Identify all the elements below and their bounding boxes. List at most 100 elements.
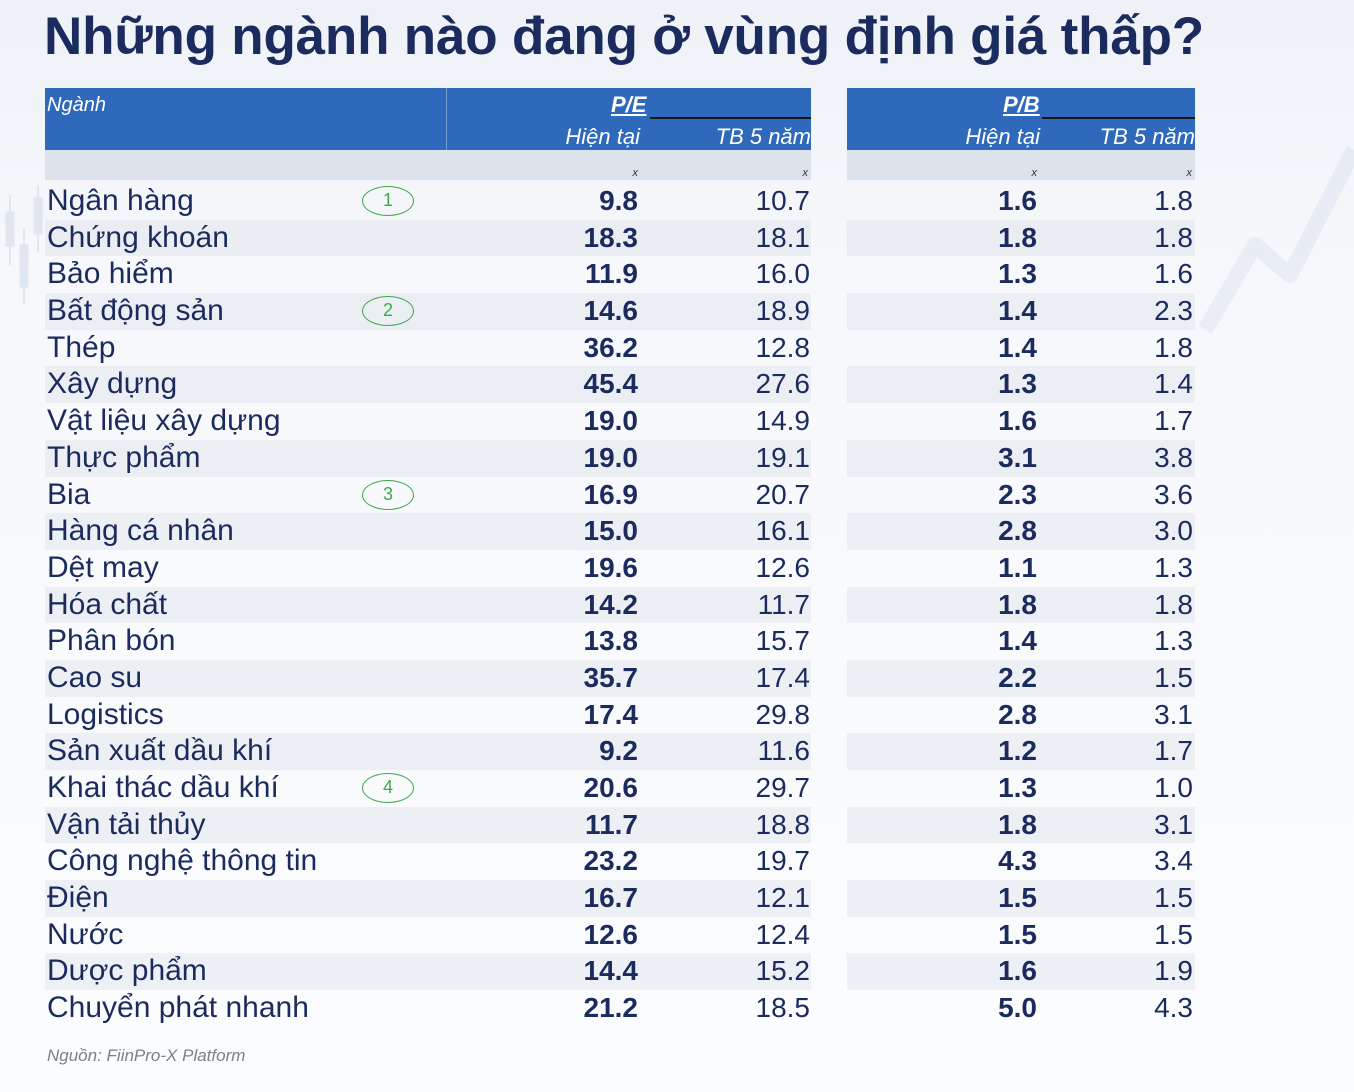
pe-table-row: Khai thác dầu khí 4 20.6 29.7 bbox=[45, 770, 811, 807]
pe-current-value: 35.7 bbox=[583, 661, 639, 693]
pb-current-value: 1.5 bbox=[998, 882, 1037, 914]
pe-current-value: 45.4 bbox=[583, 368, 639, 400]
pe-avg-5y-value: 15.7 bbox=[755, 625, 811, 657]
pb-avg-5y-value: 1.5 bbox=[1154, 661, 1193, 693]
marker-circle: 3 bbox=[362, 479, 414, 510]
industry-name: Phân bón bbox=[47, 624, 176, 658]
pb-current-value: 1.4 bbox=[998, 331, 1037, 363]
pb-unit-row: x x bbox=[847, 150, 1195, 180]
pb-current-value: 1.2 bbox=[998, 735, 1037, 767]
pb-table-row: 1.4 2.3 bbox=[847, 293, 1195, 330]
pb-table-row: 2.2 1.5 bbox=[847, 659, 1195, 697]
pb-avg-5y-value: 2.3 bbox=[1154, 295, 1193, 327]
pe-table-row: Cao su 35.7 17.4 bbox=[45, 659, 811, 697]
pe-current-value: 11.9 bbox=[585, 258, 638, 290]
industry-name: Thép bbox=[47, 330, 116, 364]
pb-current-value: 5.0 bbox=[998, 992, 1037, 1024]
pb-table-row: 2.8 3.0 bbox=[847, 513, 1195, 550]
pb-table-row: 1.6 1.9 bbox=[847, 953, 1195, 991]
header-divider bbox=[446, 88, 447, 150]
pb-table-row: 2.3 3.6 bbox=[847, 477, 1195, 514]
pe-table-row: Thép 36.2 12.8 bbox=[45, 330, 811, 367]
pb-current-value: 1.4 bbox=[998, 295, 1037, 327]
pb-table-body: 1.6 1.8 1.8 1.8 1.3 1.6 1.4 2.3 1.4 1.8 1.3 1.4 1.6 1… bbox=[847, 183, 1195, 1027]
pe-table-row: Hàng cá nhân 15.0 16.1 bbox=[45, 513, 811, 550]
pe-avg-5y-value: 19.7 bbox=[755, 845, 811, 877]
pb-avg-5y-value: 1.8 bbox=[1154, 588, 1193, 620]
pb-group-header: P/B bbox=[1003, 92, 1040, 117]
pb-table-row: 1.3 1.6 bbox=[847, 256, 1195, 293]
pb-avg-5y-value: 1.3 bbox=[1154, 625, 1193, 657]
pb-table-row: 1.1 1.3 bbox=[847, 550, 1195, 587]
pb-current-value: 1.8 bbox=[998, 588, 1037, 620]
source-note: Nguồn: FiinPro-X Platform bbox=[47, 1046, 246, 1065]
pe-current-value: 12.6 bbox=[583, 918, 639, 950]
pe-table-row: Phân bón 13.8 15.7 bbox=[45, 623, 811, 660]
industry-name: Thực phẩm bbox=[47, 440, 201, 474]
pb-current-value: 3.1 bbox=[998, 441, 1037, 473]
pb-avg-5y-value: 1.9 bbox=[1154, 955, 1193, 987]
industry-name: Công nghệ thông tin bbox=[47, 844, 318, 878]
pe-table-row: Hóa chất 14.2 11.7 bbox=[45, 586, 811, 624]
pe-table-row: Dược phẩm 14.4 15.2 bbox=[45, 953, 811, 991]
page-title: Những ngành nào đang ở vùng định giá thấ… bbox=[44, 7, 1204, 66]
pe-current-value: 15.0 bbox=[583, 515, 639, 547]
pe-avg-5y-value: 11.6 bbox=[757, 735, 810, 767]
pb-avg-5y-value: 3.4 bbox=[1154, 845, 1193, 877]
industry-name: Khai thác dầu khí bbox=[47, 771, 279, 804]
pb-current-value: 1.6 bbox=[998, 955, 1037, 987]
pb-avg-5y-value: 4.3 bbox=[1154, 992, 1193, 1024]
pb-table-header: P/B Hiện tại TB 5 năm bbox=[847, 88, 1195, 150]
pe-table-row: Vận tải thủy 11.7 18.8 bbox=[45, 806, 811, 844]
pb-current-value: 1.3 bbox=[998, 368, 1037, 400]
pb-current-value: 4.3 bbox=[998, 845, 1037, 877]
pe-avg-5y-value: 12.4 bbox=[755, 918, 811, 950]
pb-table-row: 1.2 1.7 bbox=[847, 733, 1195, 770]
pe-current-value: 21.2 bbox=[583, 992, 639, 1024]
background-trend-arrow bbox=[1198, 146, 1354, 335]
pe-group-header: P/E bbox=[611, 92, 647, 117]
pe-table-header: Ngành P/E Hiện tại TB 5 năm bbox=[45, 88, 811, 150]
pe-table-row: Bất động sản 2 14.6 18.9 bbox=[45, 293, 811, 330]
pb-current-column-header: Hiện tại bbox=[965, 124, 1040, 149]
pe-avg-5y-value: 18.8 bbox=[755, 808, 811, 840]
pe-avg-5y-value: 16.0 bbox=[755, 258, 811, 290]
pe-avg-5y-value: 10.7 bbox=[755, 185, 811, 216]
pb-avg-5y-value: 1.7 bbox=[1154, 405, 1193, 437]
pe-table-row: Ngân hàng 1 9.8 10.7 bbox=[45, 183, 811, 220]
pb-table-row: 1.3 1.0 bbox=[847, 770, 1195, 807]
pb-table-row: 1.4 1.3 bbox=[847, 623, 1195, 660]
pb-table: P/B Hiện tại TB 5 năm x x 1.6 1.8 1.8 1.8 1.… bbox=[847, 88, 1195, 1027]
pb-current-value: 2.3 bbox=[998, 478, 1037, 510]
pe-avg-5y-value: 20.7 bbox=[755, 478, 811, 510]
pb-avg-5y-value: 3.6 bbox=[1154, 478, 1193, 510]
pe-table-row: Chứng khoán 18.3 18.1 bbox=[45, 219, 811, 257]
marker-circle: 4 bbox=[362, 773, 414, 803]
pb-current-value: 1.6 bbox=[998, 405, 1037, 437]
pe-avg-5y-value: 12.8 bbox=[755, 331, 811, 363]
pe-current-value: 14.2 bbox=[583, 588, 639, 620]
pe-avg-5y-value: 29.7 bbox=[755, 772, 811, 803]
industry-name: Chuyển phát nhanh bbox=[47, 991, 309, 1025]
pe-table-row: Công nghệ thông tin 23.2 19.7 bbox=[45, 843, 811, 880]
pe-current-value: 19.0 bbox=[583, 441, 639, 473]
pe-table-row: Logistics 17.4 29.8 bbox=[45, 697, 811, 734]
industry-name: Vật liệu xây dựng bbox=[47, 404, 281, 438]
pb-avg-5y-value: 1.8 bbox=[1154, 185, 1193, 216]
pe-current-value: 16.9 bbox=[583, 478, 639, 510]
pb-avg-5y-value: 1.5 bbox=[1154, 918, 1193, 950]
pe-avg-5y-value: 18.5 bbox=[755, 992, 811, 1024]
pb-current-value: 1.1 bbox=[998, 551, 1037, 583]
pb-table-row: 4.3 3.4 bbox=[847, 843, 1195, 880]
pe-current-unit: x bbox=[632, 167, 639, 179]
pe-avg-5y-value: 15.2 bbox=[755, 955, 811, 987]
pe-table-row: Vật liệu xây dựng 19.0 14.9 bbox=[45, 403, 811, 440]
pb-current-value: 2.8 bbox=[998, 698, 1037, 730]
pb-avg-5y-unit: x bbox=[1186, 167, 1193, 179]
pb-table-row: 1.8 1.8 bbox=[847, 219, 1195, 257]
pe-unit-row: x x bbox=[45, 150, 811, 180]
industry-name: Sản xuất dầu khí bbox=[47, 734, 273, 768]
pb-avg-5y-value: 1.6 bbox=[1154, 258, 1193, 290]
pe-avg-5y-value: 17.4 bbox=[755, 661, 811, 693]
pe-table: Ngành P/E Hiện tại TB 5 năm x x Ngân hàn… bbox=[45, 88, 811, 1027]
